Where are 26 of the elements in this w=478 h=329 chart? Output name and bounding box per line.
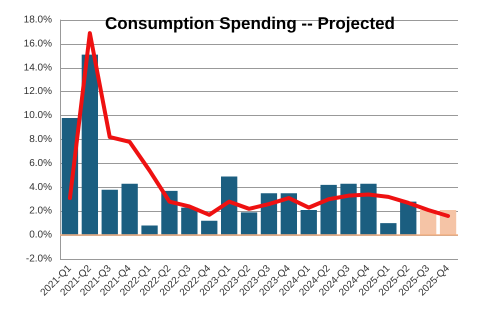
bar	[320, 184, 337, 236]
y-tick-label: 0.0%	[29, 230, 52, 241]
y-tick-label: 8.0%	[29, 134, 52, 145]
bar	[201, 220, 218, 236]
bar	[121, 184, 138, 236]
bar	[240, 212, 258, 236]
y-tick-label: -2.0%	[26, 254, 52, 264]
bar	[220, 176, 238, 236]
y-tick-label: 16.0%	[24, 38, 52, 50]
bar	[181, 208, 198, 236]
y-tick-label: 10.0%	[24, 110, 52, 122]
bar	[380, 223, 397, 236]
chart-title: Consumption Spending -- Projected	[105, 14, 395, 33]
y-tick-label: 18.0%	[24, 14, 52, 26]
line-series	[68, 31, 450, 218]
bar	[102, 190, 118, 236]
y-tick-label: 6.0%	[29, 158, 52, 169]
y-tick-label: 12.0%	[24, 86, 52, 98]
y-tick-label: 14.0%	[24, 62, 52, 74]
bar	[340, 184, 357, 236]
bar	[82, 54, 98, 236]
y-tick-label: 4.0%	[29, 182, 52, 193]
bar	[300, 210, 317, 236]
y-tick-label: 2.0%	[29, 206, 52, 217]
bar	[141, 226, 158, 236]
bar	[360, 184, 377, 236]
